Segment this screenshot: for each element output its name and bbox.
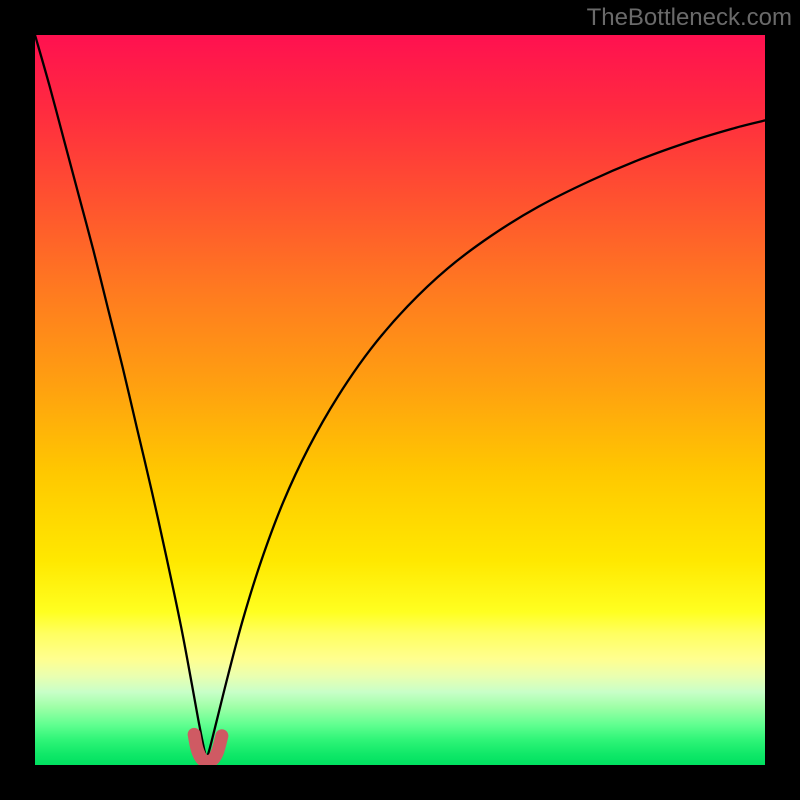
gradient-background — [35, 35, 765, 765]
watermark-text: TheBottleneck.com — [587, 4, 792, 32]
chart-svg — [0, 0, 800, 800]
chart-container: TheBottleneck.com — [0, 0, 800, 800]
